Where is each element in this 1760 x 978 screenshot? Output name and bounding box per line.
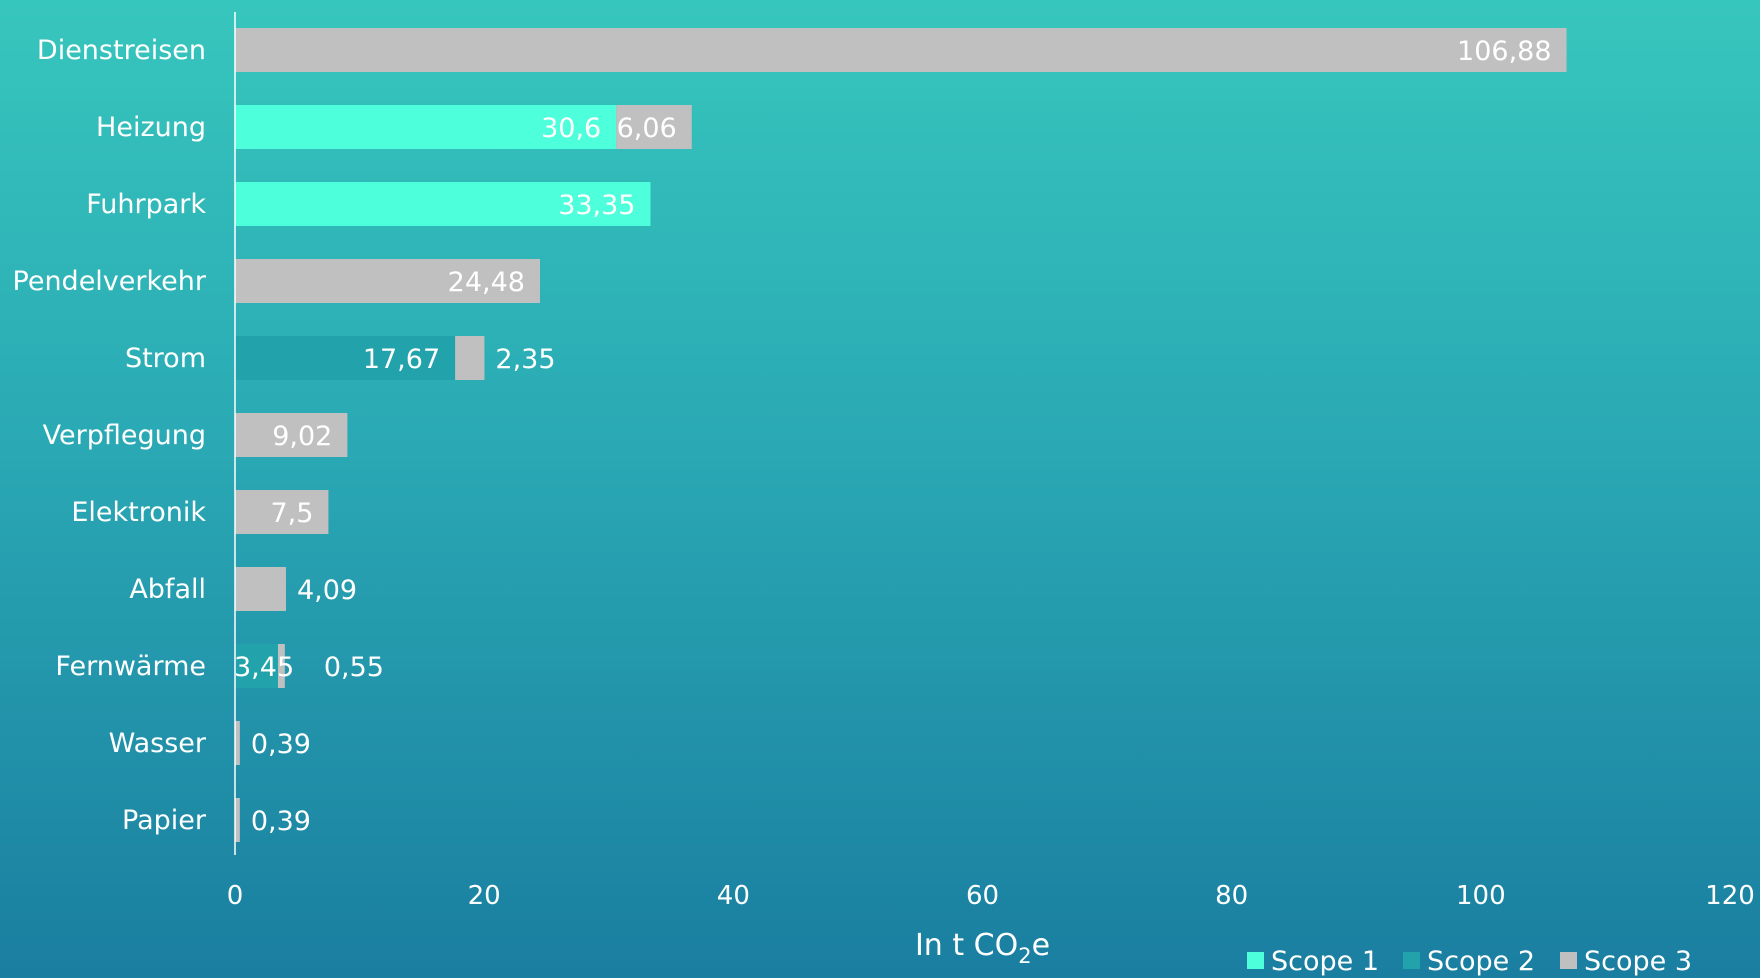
data-label-fuhrpark-scope-1: 33,35 <box>558 190 635 221</box>
legend-swatch-scope-3 <box>1560 952 1577 969</box>
bar-abfall-scope-3 <box>235 567 286 611</box>
data-label-heizung-scope-3: 6,06 <box>617 113 677 144</box>
category-label-strom: Strom <box>125 343 206 374</box>
data-labels-group: 106,88 30,6 6,06 33,35 24,48 17,67 2,35 9,02 7,5… <box>234 36 1552 837</box>
category-label-fuhrpark: Fuhrpark <box>86 189 206 220</box>
data-label-abfall-scope-3: 4,09 <box>297 575 357 606</box>
category-label-fernwaerme: Fernwärme <box>55 651 206 682</box>
x-tick-label-0: 0 <box>227 881 244 911</box>
category-label-heizung: Heizung <box>96 112 206 143</box>
bar-fuhrpark-scope-1 <box>235 182 651 226</box>
bar-pendelverkehr-scope-3 <box>235 259 540 303</box>
legend: Scope 1 Scope 2 Scope 3 <box>1247 946 1692 977</box>
data-label-strom-scope-2: 17,67 <box>363 344 440 375</box>
category-label-papier: Papier <box>122 805 207 836</box>
x-axis-title-subscript: 2 <box>1018 944 1031 968</box>
category-label-dienstreisen: Dienstreisen <box>37 35 206 66</box>
legend-label-scope-3: Scope 3 <box>1584 946 1692 977</box>
bar-wasser-scope-3 <box>235 721 240 765</box>
bar-strom-scope-2 <box>235 336 456 380</box>
bars-group <box>235 28 1567 842</box>
bar-heizung-scope-1 <box>235 105 617 149</box>
bar-elektronik-scope-3 <box>235 490 329 534</box>
legend-swatch-scope-2 <box>1403 952 1420 969</box>
data-label-papier-scope-3: 0,39 <box>251 806 311 837</box>
data-label-verpflegung-scope-3: 9,02 <box>272 421 332 452</box>
x-tick-label-40: 40 <box>717 881 750 911</box>
x-tick-labels-group: 0 20 40 60 80 100 120 <box>227 881 1755 911</box>
category-label-abfall: Abfall <box>129 574 206 605</box>
bar-verpflegung-scope-3 <box>235 413 348 457</box>
data-label-dienstreisen-scope-3: 106,88 <box>1457 36 1551 67</box>
category-label-elektronik: Elektronik <box>71 497 206 528</box>
bar-papier-scope-3 <box>235 798 240 842</box>
data-label-fernwaerme-scope-2: 3,45 <box>234 652 294 683</box>
legend-label-scope-1: Scope 1 <box>1271 946 1379 977</box>
bar-fernwaerme-scope-2 <box>235 644 278 688</box>
data-label-heizung-scope-1: 30,6 <box>541 113 601 144</box>
x-axis-title-suffix: e <box>1032 928 1050 963</box>
bar-strom-scope-3 <box>455 336 485 380</box>
category-label-wasser: Wasser <box>109 728 207 759</box>
legend-label-scope-2: Scope 2 <box>1427 946 1535 977</box>
bar-dienstreisen-scope-3 <box>235 28 1567 72</box>
x-tick-label-20: 20 <box>468 881 501 911</box>
x-tick-label-60: 60 <box>966 881 999 911</box>
bar-fernwaerme-scope-3 <box>277 644 285 688</box>
x-axis-title: In t CO2e <box>915 928 1050 968</box>
data-label-fernwaerme-scope-3: 0,55 <box>324 652 384 683</box>
category-labels-group: Dienstreisen Heizung Fuhrpark Pendelverkehr… <box>13 35 207 836</box>
x-tick-label-80: 80 <box>1215 881 1248 911</box>
data-label-wasser-scope-3: 0,39 <box>251 729 311 760</box>
x-tick-label-120: 120 <box>1705 881 1755 911</box>
category-label-verpflegung: Verpflegung <box>43 420 206 451</box>
data-label-strom-scope-3: 2,35 <box>495 344 555 375</box>
data-label-pendelverkehr-scope-3: 24,48 <box>448 267 525 298</box>
x-tick-label-100: 100 <box>1456 881 1506 911</box>
x-axis-title-prefix: In t CO <box>915 928 1018 963</box>
data-label-elektronik-scope-3: 7,5 <box>270 498 313 529</box>
category-label-pendelverkehr: Pendelverkehr <box>13 266 207 297</box>
bar-heizung-scope-3 <box>616 105 692 149</box>
legend-swatch-scope-1 <box>1247 952 1264 969</box>
